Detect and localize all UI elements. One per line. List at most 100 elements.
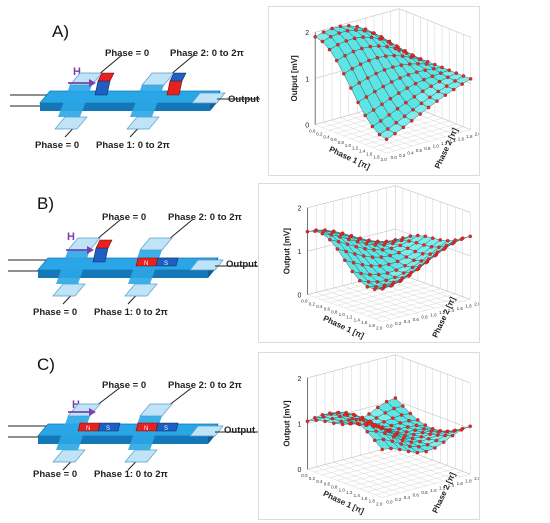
sample-point	[400, 54, 405, 58]
x-tick-label: 0.8	[331, 484, 338, 489]
sample-point	[407, 62, 412, 66]
sample-point	[375, 56, 380, 60]
sample-point	[347, 237, 351, 242]
phase-pin	[97, 55, 123, 76]
sample-point	[363, 247, 367, 251]
sample-point	[407, 239, 411, 243]
sample-point	[408, 411, 413, 416]
sample-point	[387, 262, 391, 267]
sample-point	[468, 424, 472, 428]
x-tick-label: 1.0	[345, 143, 352, 148]
sample-point	[424, 260, 428, 265]
sample-point	[375, 280, 380, 284]
magnet-south-label: S	[164, 426, 168, 432]
phase-top-right-label: Phase 2: 0 to 2π	[168, 212, 242, 223]
x-tick-label: 1.0	[339, 312, 346, 317]
sample-point	[381, 84, 385, 89]
sample-point	[385, 271, 390, 275]
sample-point	[330, 416, 335, 421]
z-tick-label: 0	[305, 123, 309, 130]
sample-point	[377, 132, 382, 137]
sample-point	[405, 246, 410, 251]
sample-point	[392, 406, 396, 411]
sample-point	[332, 421, 336, 426]
sample-point	[358, 422, 362, 427]
sample-point	[402, 49, 406, 54]
sample-point	[447, 68, 451, 73]
sample-point	[453, 79, 457, 83]
sample-point	[403, 264, 407, 268]
sample-point	[459, 428, 464, 432]
sample-point	[398, 243, 402, 248]
sample-point	[376, 272, 381, 277]
sample-point	[328, 237, 332, 242]
sample-point	[425, 442, 430, 447]
magnet-1	[92, 247, 109, 263]
sample-point	[416, 445, 421, 449]
sample-point	[440, 65, 444, 70]
sample-point	[418, 439, 422, 444]
sample-point	[356, 100, 360, 105]
sample-point	[410, 436, 415, 441]
x-tick-label: 1.8	[369, 323, 376, 328]
sample-point	[359, 271, 363, 276]
sample-point	[437, 79, 442, 84]
x-tick-label: 0.8	[338, 140, 345, 145]
sample-point	[354, 244, 358, 249]
x-tick-label: 0.4	[323, 134, 330, 139]
y-tick-label: 1.8	[466, 134, 473, 139]
y-tick-label: 1.0	[430, 488, 437, 493]
sample-point	[380, 447, 384, 452]
sample-point	[399, 238, 404, 243]
x-tick-label: 0.0	[301, 473, 308, 478]
sample-point	[424, 62, 429, 66]
sample-point	[428, 252, 432, 256]
sample-point	[386, 127, 390, 131]
sample-point	[452, 429, 456, 433]
x-tick-label: 0.2	[316, 131, 323, 136]
sample-point	[345, 29, 350, 33]
sample-point	[360, 262, 365, 267]
y-tick-label: 0.2	[395, 321, 402, 326]
sample-point	[389, 80, 394, 84]
sample-point	[358, 62, 363, 66]
sample-point	[367, 58, 371, 63]
sample-point	[389, 446, 393, 451]
sample-point	[365, 76, 370, 80]
sample-point	[435, 433, 440, 437]
sample-point	[348, 422, 352, 426]
sample-point	[350, 66, 354, 71]
sample-point	[405, 86, 409, 90]
sample-point	[415, 450, 420, 455]
sample-point	[446, 75, 450, 80]
sample-point	[370, 124, 375, 129]
sample-point	[444, 84, 449, 88]
sample-point	[393, 396, 398, 400]
sample-point	[399, 413, 404, 417]
sample-point	[433, 62, 437, 67]
sample-point	[422, 243, 426, 247]
y-tick-label: 2.0	[474, 476, 479, 481]
sample-point	[442, 440, 446, 444]
sample-point	[344, 249, 348, 254]
y-tick-label: 1.6	[457, 481, 464, 486]
sample-point	[366, 422, 371, 426]
phase-top-right-label: Phase 2: 0 to 2π	[168, 380, 242, 391]
sample-point	[329, 233, 333, 237]
output-label: Output	[226, 259, 258, 270]
sample-point	[443, 433, 447, 438]
output-pad	[191, 92, 226, 104]
sample-point	[419, 259, 424, 263]
y-tick-label: 0.0	[386, 323, 393, 328]
sample-point	[388, 253, 392, 258]
phase-top-left-label: Phase = 0	[102, 380, 147, 391]
x-tick-label: 0.6	[324, 307, 331, 312]
sample-point	[402, 114, 407, 119]
sample-point	[419, 101, 424, 106]
sample-point	[397, 250, 401, 255]
y-tick-label: 1.4	[448, 483, 455, 488]
plot-c: 0 1 2 0.0 0.2 0.4 0.6 0.8 1.0 1.2 1.4 1.6 1.8 2.0 0.0 0…	[258, 352, 480, 520]
sample-point	[389, 246, 394, 251]
sample-points	[313, 23, 473, 142]
sample-point	[410, 118, 414, 123]
